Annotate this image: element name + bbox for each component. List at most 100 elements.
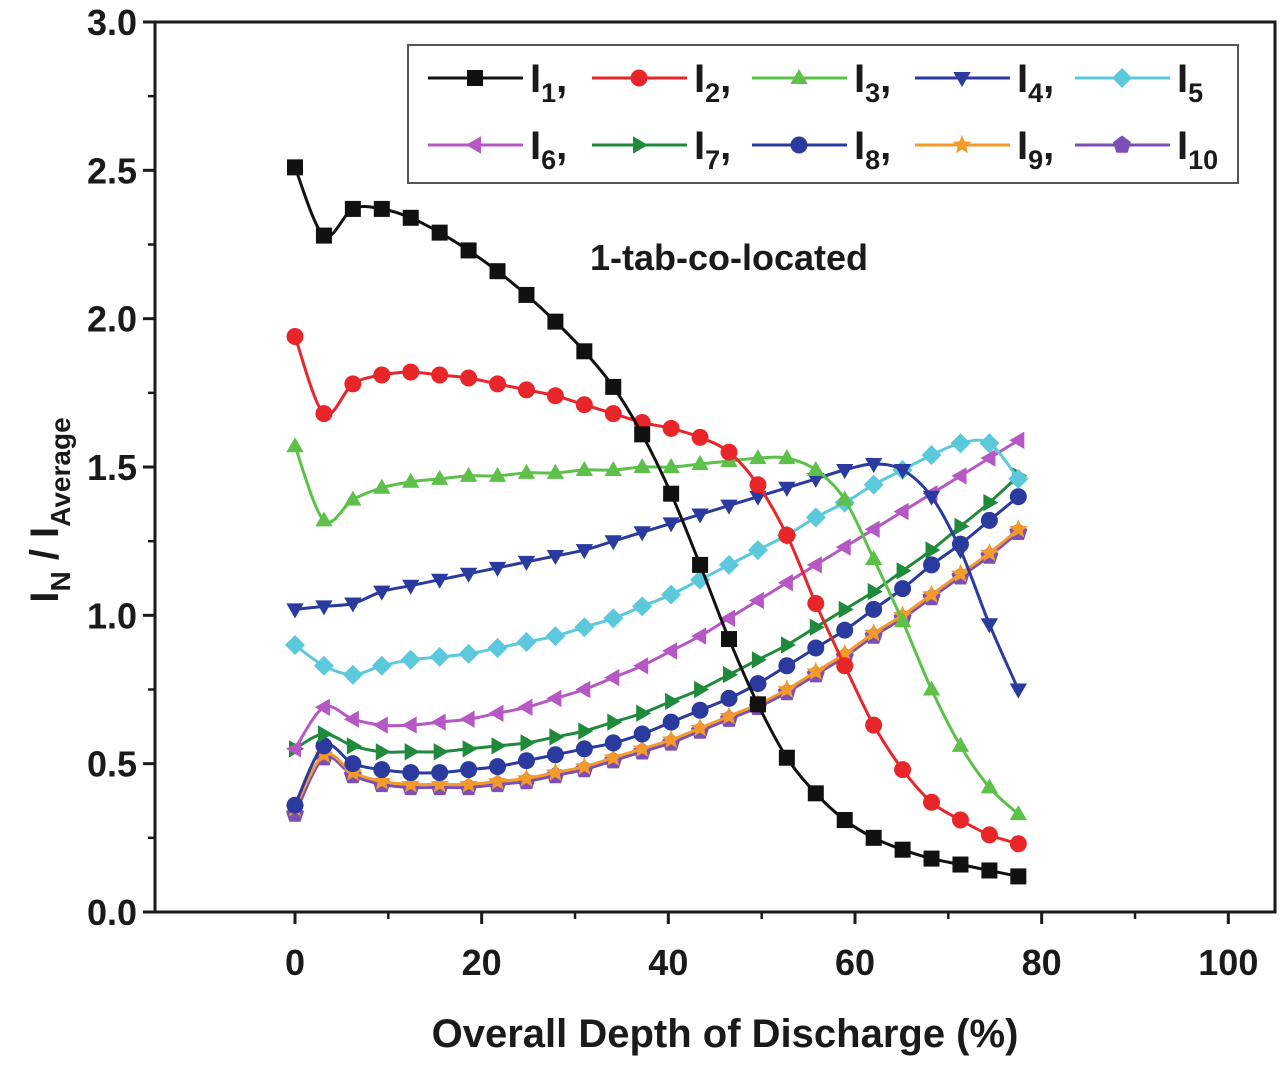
legend-item-i1: I1, [428, 57, 567, 108]
legend-swatch-marker [467, 70, 483, 86]
data-point [865, 458, 883, 473]
legend-label-sub: 10 [1188, 145, 1218, 175]
x-axis-label: Overall Depth of Discharge (%) [432, 1012, 1019, 1056]
data-point [460, 242, 477, 259]
y-axis-label-sep: / I [23, 527, 67, 571]
series-line [293, 445, 1020, 816]
data-point [546, 463, 565, 479]
data-point [836, 464, 854, 479]
data-point [633, 657, 649, 675]
data-point [604, 405, 622, 423]
data-point [431, 224, 448, 241]
data-point [604, 535, 622, 551]
data-point [835, 643, 855, 662]
y-tick-label: 2.5 [87, 150, 137, 191]
data-point [694, 680, 710, 699]
data-point [633, 725, 651, 743]
legend-swatch-marker [1113, 135, 1131, 153]
data-point [344, 375, 362, 393]
data-point [517, 381, 535, 399]
data-point [749, 449, 767, 465]
data-point [748, 591, 764, 610]
legend-label: I1, [530, 57, 567, 108]
data-point [576, 343, 593, 360]
data-point [286, 796, 304, 814]
legend-swatch-marker [790, 136, 808, 154]
data-point [691, 455, 709, 470]
data-point [749, 476, 767, 494]
data-point [893, 612, 912, 628]
data-point [402, 579, 420, 595]
legend-label-sep: , [880, 124, 891, 168]
data-point [430, 774, 450, 793]
legend-label: I10 [1177, 124, 1218, 175]
y-axis-label-sub2: Average [45, 417, 76, 526]
data-point [805, 507, 826, 528]
legend-item-i7: I7, [592, 124, 731, 175]
data-point [690, 718, 710, 737]
data-point [286, 327, 304, 345]
data-point [371, 655, 392, 676]
data-point [836, 812, 853, 829]
legend-label: I2, [694, 57, 731, 108]
data-point [575, 740, 593, 758]
data-point [983, 493, 999, 512]
data-point [574, 617, 595, 638]
data-point [691, 701, 709, 719]
data-point [980, 511, 998, 529]
data-point [1009, 835, 1027, 853]
data-point [865, 829, 882, 846]
legend-label-main: I [694, 124, 705, 168]
data-point [980, 826, 998, 844]
data-point [287, 159, 303, 176]
data-point [603, 608, 624, 629]
data-point [838, 600, 854, 619]
data-point [373, 200, 390, 217]
y-axis-label: IN / IAverage [23, 417, 76, 602]
series-i1 [287, 159, 1027, 885]
data-point [980, 449, 996, 467]
legend-label: I5 [1177, 57, 1203, 108]
data-point [864, 520, 880, 538]
data-point [431, 764, 449, 782]
data-point [780, 636, 796, 654]
data-point [520, 734, 536, 752]
data-point [980, 778, 999, 794]
data-point [344, 200, 361, 217]
data-point [633, 458, 651, 473]
data-point [721, 631, 737, 648]
data-point [863, 474, 884, 495]
y-axis-label-sub: N [45, 571, 76, 591]
legend-label-main: I [1177, 57, 1188, 101]
y-tick-label: 0.5 [87, 744, 137, 785]
data-point [546, 550, 565, 565]
data-point [662, 713, 680, 731]
data-point [1010, 868, 1027, 885]
data-point [1009, 805, 1027, 821]
data-point [865, 600, 883, 618]
data-point [951, 544, 970, 560]
legend-swatch-marker [633, 136, 648, 154]
series-i8 [286, 488, 1027, 814]
data-point [487, 638, 508, 658]
data-point [661, 584, 682, 605]
data-point [806, 556, 822, 574]
legend-label-sub: 9 [1028, 145, 1043, 175]
data-point [751, 651, 767, 669]
data-point [462, 740, 478, 758]
data-point [575, 396, 593, 414]
data-point [402, 209, 419, 226]
data-point [373, 585, 391, 601]
legend-swatch-marker [953, 72, 971, 87]
data-point [778, 481, 796, 497]
legend-label-sep: , [1043, 124, 1054, 168]
data-point [517, 752, 535, 770]
data-point [373, 761, 391, 779]
legend-label-sub: 5 [1188, 78, 1203, 108]
data-point [375, 743, 391, 761]
data-point [665, 692, 681, 710]
data-point [1008, 468, 1029, 489]
